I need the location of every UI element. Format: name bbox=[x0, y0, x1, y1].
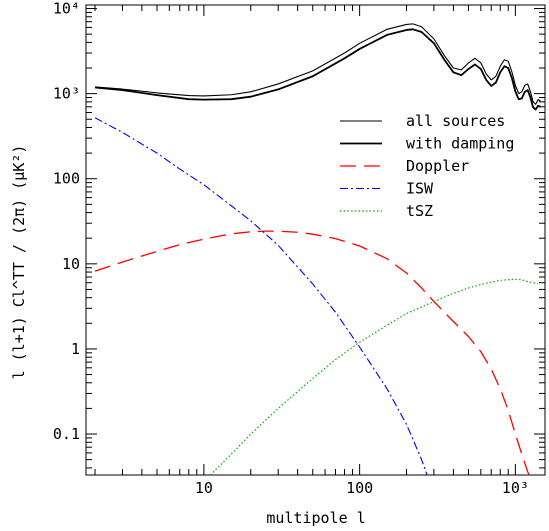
x-tick-label: 100 bbox=[346, 479, 373, 497]
series-line-all-sources bbox=[94, 23, 541, 105]
series-line-isw bbox=[94, 117, 428, 475]
ticks-layer: 10 100 10³ 0.1 1 10 100 10³ 10⁴ bbox=[53, 0, 545, 497]
plot-frame bbox=[85, 4, 546, 476]
y-tick-label: 0.1 bbox=[53, 425, 80, 443]
series-line-tsz bbox=[209, 278, 539, 475]
x-axis-label: multipole l bbox=[266, 509, 365, 527]
y-tick-label: 1 bbox=[71, 340, 80, 358]
legend-label: tSZ bbox=[406, 202, 433, 220]
series-line-doppler bbox=[94, 230, 530, 475]
y-tick-label: 10³ bbox=[53, 85, 80, 103]
legend-label: Doppler bbox=[406, 157, 469, 175]
y-tick-label: 100 bbox=[53, 170, 80, 188]
series-layer bbox=[94, 23, 541, 475]
y-tick-label: 10⁴ bbox=[53, 0, 80, 18]
legend: all sources with damping Doppler ISW tSZ bbox=[340, 112, 514, 220]
y-tick-label: 10 bbox=[62, 255, 80, 273]
legend-label: all sources bbox=[406, 112, 505, 130]
x-tick-label: 10³ bbox=[502, 479, 529, 497]
x-tick-label: 10 bbox=[195, 479, 213, 497]
legend-label: with damping bbox=[406, 135, 514, 153]
legend-label: ISW bbox=[406, 180, 434, 198]
y-axis-label: l (l+1) Cl^TT / (2π) (μK²) bbox=[10, 145, 28, 380]
series-line-with-damping bbox=[94, 28, 541, 111]
